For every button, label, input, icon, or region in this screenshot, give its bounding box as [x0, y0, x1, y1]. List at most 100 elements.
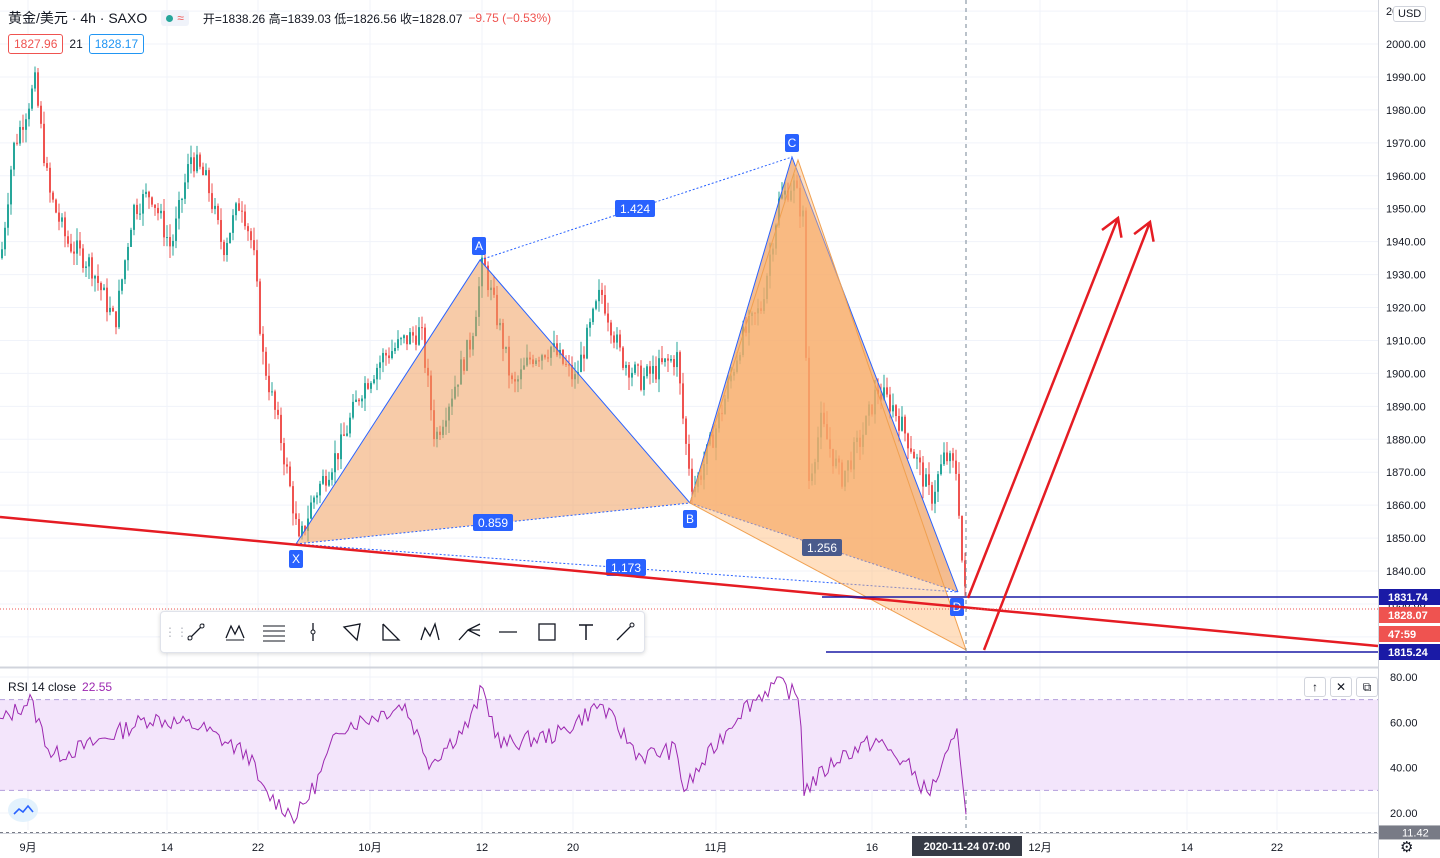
candle-body: [664, 358, 666, 363]
wave-icon: ≈: [177, 11, 184, 25]
sell-price-button[interactable]: 1827.96: [8, 34, 64, 54]
candle-body: [106, 287, 108, 313]
rsi-legend: RSI 14 close 22.55: [8, 680, 112, 694]
candle-body: [58, 212, 60, 222]
candle-body: [418, 327, 420, 345]
candle-body: [328, 479, 330, 486]
head-shoulders-tool[interactable]: [410, 616, 449, 648]
candle-body: [403, 335, 405, 339]
price-tick: 1900.00: [1386, 368, 1426, 380]
candle-body: [169, 237, 171, 247]
candle-body: [667, 358, 669, 361]
candle-body: [646, 366, 648, 377]
candle-body: [388, 355, 390, 359]
xabcd-pattern-tool[interactable]: [215, 616, 254, 648]
pattern-xd-line: [295, 543, 959, 593]
close-pane-button[interactable]: ✕: [1330, 677, 1352, 697]
candle-body: [148, 191, 150, 198]
candle-body: [304, 525, 306, 531]
candle-body: [397, 339, 399, 349]
candle-body: [256, 250, 258, 282]
time-tick: 14: [161, 842, 173, 854]
candle-body: [334, 453, 336, 473]
candle-body: [220, 220, 222, 242]
candle-body: [919, 457, 921, 463]
candle-body: [625, 365, 627, 368]
candle-body: [352, 401, 354, 418]
candle-body: [184, 182, 186, 199]
candle-body: [67, 236, 69, 244]
candle-body: [391, 351, 393, 359]
rsi-title[interactable]: RSI 14 close: [8, 680, 77, 694]
candle-body: [7, 204, 9, 228]
time-tick: 11月: [705, 842, 727, 854]
ratio-badge: [473, 514, 513, 531]
pattern-point-x: X: [292, 552, 300, 566]
candle-body: [241, 210, 243, 212]
price-tick: 1950.00: [1386, 204, 1426, 216]
candle-body: [13, 142, 15, 170]
settings-gear-icon[interactable]: ⚙: [1400, 839, 1414, 856]
bullish-arrow-1-head: [1101, 215, 1123, 238]
rsi-band: [0, 699, 1378, 791]
rectangle-icon: [537, 623, 556, 641]
candle-body: [373, 379, 375, 384]
time-axis-bg: [0, 834, 1378, 858]
candle-body: [109, 307, 111, 313]
price-tick: 1990.00: [1386, 72, 1426, 84]
candle-body: [28, 108, 30, 120]
fib-retracement-tool[interactable]: [254, 616, 293, 648]
candle-body: [421, 327, 423, 329]
horizontal-ray-tool[interactable]: [488, 616, 527, 648]
market-status[interactable]: ≈: [161, 10, 189, 26]
candle-body: [292, 486, 294, 514]
symbol-title[interactable]: 黄金/美元 · 4h · SAXO: [8, 10, 148, 26]
crosshair-time-label-bg: [912, 836, 1022, 856]
candle-body: [61, 217, 63, 222]
currency-button[interactable]: USD: [1393, 6, 1427, 22]
candle-body: [34, 72, 36, 89]
candle-body: [382, 352, 384, 363]
text-tool[interactable]: [566, 616, 605, 648]
candle-body: [607, 313, 609, 323]
candle-body: [223, 241, 225, 256]
candle-body: [199, 154, 201, 167]
move-pane-up-button[interactable]: ↑: [1304, 677, 1326, 697]
crosshair-time-label: 2020-11-24 07:00: [924, 841, 1011, 853]
time-tick: 22: [1271, 842, 1283, 854]
drag-handle-icon[interactable]: ⋮⋮: [164, 625, 188, 639]
candle-body: [946, 452, 948, 462]
candle-body: [37, 72, 39, 106]
abcd-tool[interactable]: [371, 616, 410, 648]
triangle-tool[interactable]: [332, 616, 371, 648]
candle-body: [247, 226, 249, 232]
rectangle-tool[interactable]: [527, 616, 566, 648]
pitchfork-tool[interactable]: [449, 616, 488, 648]
candle-body: [934, 491, 936, 504]
candle-body: [52, 192, 54, 200]
candle-body: [4, 227, 6, 250]
candle-body: [319, 483, 321, 496]
candle-body: [97, 275, 99, 283]
pattern-triangle-bcd: [690, 157, 958, 592]
price-tick: 1880.00: [1386, 434, 1426, 446]
maximize-pane-button[interactable]: ⧉: [1356, 677, 1378, 697]
tradingview-logo-icon[interactable]: [8, 798, 38, 822]
candle-body: [412, 332, 414, 336]
candle-body: [79, 240, 81, 249]
candle-body: [25, 119, 27, 130]
ohlc-values: 开=1838.26 高=1839.03 低=1826.56 收=1828.07: [202, 11, 463, 26]
vertical-line-tool[interactable]: [293, 616, 332, 648]
rsi-tick: 80.00: [1390, 672, 1418, 684]
brush-tool[interactable]: [605, 616, 644, 648]
candle-body: [55, 199, 57, 213]
trend-line-tool[interactable]: [176, 616, 215, 648]
candle-body: [1, 249, 3, 259]
candle-body: [922, 462, 924, 487]
horizontal-ray-icon: [498, 631, 517, 633]
candle-body: [322, 476, 324, 484]
buy-price-button[interactable]: 1828.17: [88, 34, 145, 54]
